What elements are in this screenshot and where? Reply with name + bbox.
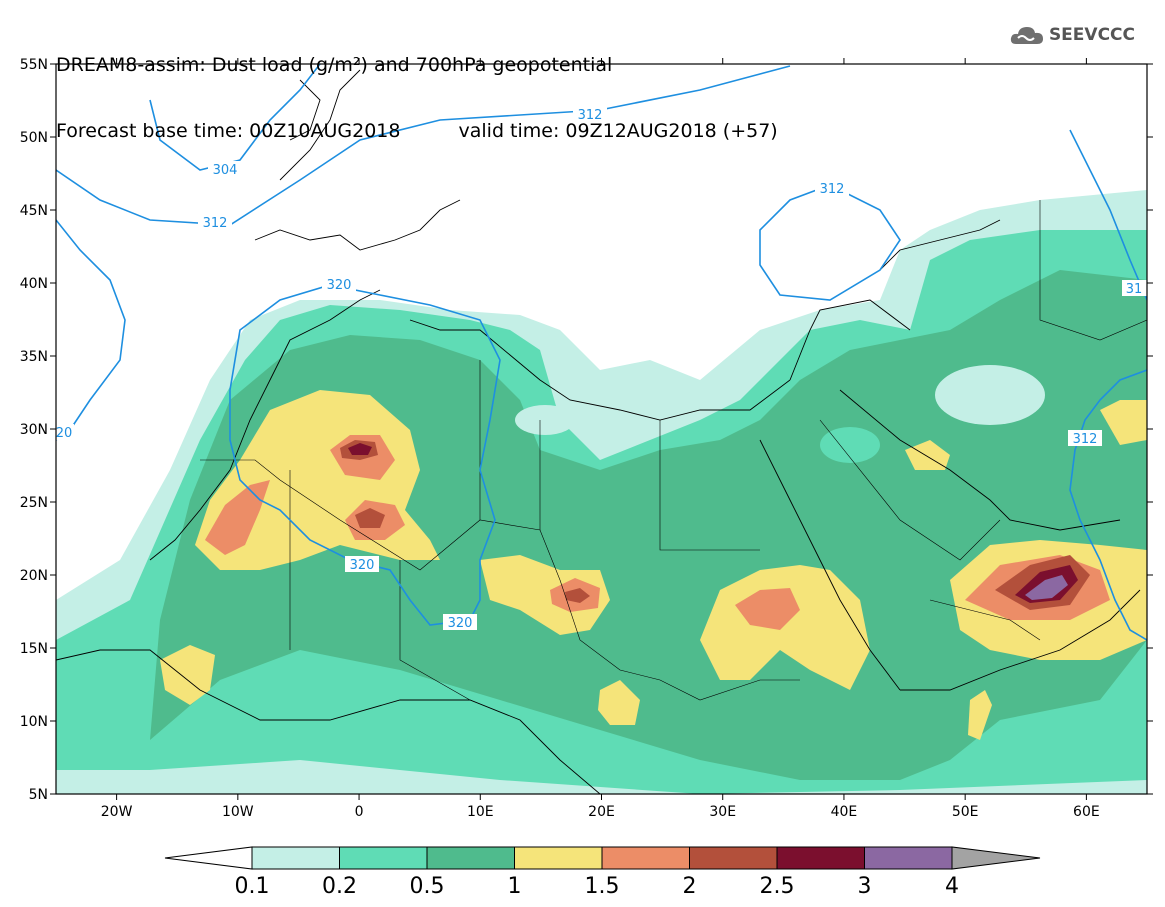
- colorbar-bin: [864, 846, 953, 870]
- contour-312-arabia: [1069, 369, 1147, 641]
- dust-level-1-sudan: [700, 565, 870, 690]
- dust-level-1-senegal: [160, 645, 215, 705]
- contour-label: 320: [350, 558, 375, 573]
- colorbar-label: 0.2: [322, 874, 357, 899]
- cloud-logo-icon: [1010, 27, 1043, 44]
- logo-text: SEEVCCC: [1048, 25, 1135, 45]
- dust-hole-iran: [935, 365, 1045, 425]
- colorbar-bin: [426, 846, 515, 870]
- dust-level-3-oman: [1025, 575, 1068, 600]
- contour-label: 312: [1073, 432, 1098, 447]
- dust-level-2-chad: [565, 588, 590, 603]
- colorbar-label: 0.1: [235, 874, 270, 899]
- dust-level-1-horn: [968, 690, 992, 740]
- dust-level-2-algeria-south: [355, 508, 385, 528]
- dust-level-1-central-africa: [598, 680, 640, 725]
- lon-tick-label: 20E: [588, 804, 615, 820]
- dust-level-1-gulf: [905, 440, 950, 470]
- lon-tick-label: 10E: [467, 804, 494, 820]
- contour-label: 312: [203, 216, 228, 231]
- lat-tick-label: 25N: [20, 495, 48, 511]
- dust-level-1-chad: [480, 555, 610, 635]
- contour-label: 304: [213, 163, 238, 178]
- seevccc-logo: SEEVCCC: [1010, 24, 1135, 46]
- contour-312-northeast: [1069, 129, 1147, 301]
- contour-labels: 304 312 312 312 320 320 320 312 20 31: [56, 106, 1147, 631]
- title-line1: DREAM8-assim: Dust load (g/m²) and 700hP…: [56, 54, 613, 76]
- lat-tick-label: 55N: [20, 57, 48, 73]
- country-borders: [200, 200, 1147, 701]
- contour-320: [229, 284, 501, 626]
- contour-label: 31: [1126, 282, 1143, 297]
- longitude-axis: 20W 10W 0 10E 20E 30E 40E 50E 60E: [101, 58, 1100, 820]
- colorbar-label: 4: [945, 874, 959, 899]
- dust-level-0.5: [150, 270, 1147, 780]
- dust-level-1-iran-east: [1100, 400, 1147, 445]
- contour-312-west: [56, 65, 791, 226]
- lat-tick-label: 30N: [20, 422, 48, 438]
- dust-level-1.5-morocco: [205, 480, 270, 555]
- colorbar-label: 2.5: [760, 874, 795, 899]
- coastlines: [56, 69, 1141, 794]
- lon-tick-label: 10W: [222, 804, 254, 820]
- contour-312-east: [759, 184, 901, 301]
- colorbar-bin: [251, 846, 340, 870]
- latitude-axis: 55N 50N 45N 40N 35N 30N 25N 20N 15N 10N 5N: [20, 57, 1153, 803]
- lat-tick-label: 5N: [29, 787, 48, 803]
- lat-tick-label: 15N: [20, 641, 48, 657]
- colorbar-bin: [339, 846, 428, 870]
- lon-tick-label: 60E: [1073, 804, 1100, 820]
- lat-tick-label: 50N: [20, 130, 48, 146]
- valid-time: valid time: 09Z12AUG2018 (+57): [458, 120, 778, 142]
- lat-tick-label: 45N: [20, 203, 48, 219]
- colorbar-bin: [689, 846, 778, 870]
- lon-tick-label: 0: [355, 804, 364, 820]
- contour-label: 320: [327, 278, 352, 293]
- lat-tick-label: 35N: [20, 349, 48, 365]
- map-title: DREAM8-assim: Dust load (g/m²) and 700hP…: [56, 10, 778, 164]
- colorbar-bin: [776, 846, 865, 870]
- colorbar-label: 2: [683, 874, 697, 899]
- lat-tick-label: 40N: [20, 276, 48, 292]
- lon-tick-label: 50E: [952, 804, 979, 820]
- dust-level-2.5-algeria: [348, 443, 372, 455]
- colorbar-bin: [514, 846, 603, 870]
- dust-field: 304 312 312 312 320 320 320 312 20 31: [56, 64, 1147, 794]
- colorbar: 0.1 0.2 0.5 1 1.5 2 2.5 3 4: [164, 846, 1041, 899]
- lat-tick-label: 10N: [20, 714, 48, 730]
- colorbar-label: 1.5: [585, 874, 620, 899]
- dust-hole-arabia: [820, 427, 880, 463]
- lon-tick-label: 30E: [709, 804, 736, 820]
- lon-tick-label: 40E: [831, 804, 858, 820]
- colorbar-bin: [601, 846, 690, 870]
- colorbar-label: 0.5: [410, 874, 445, 899]
- title-line2: Forecast base time: 00Z10AUG2018 valid t…: [56, 120, 778, 142]
- dust-level-1.5-sudan: [735, 588, 800, 630]
- colorbar-right-arrow: [951, 846, 1041, 870]
- contour-304: [149, 64, 321, 171]
- colorbar-label: 1: [508, 874, 522, 899]
- contour-label: 20: [56, 426, 73, 441]
- lat-tick-label: 20N: [20, 568, 48, 584]
- dust-hole-libya: [515, 405, 575, 435]
- contour-label: 312: [820, 182, 845, 197]
- colorbar-label: 3: [858, 874, 872, 899]
- colorbar-left-arrow: [164, 846, 253, 870]
- lon-tick-label: 20W: [101, 804, 133, 820]
- contour-label: 320: [448, 616, 473, 631]
- base-time: Forecast base time: 00Z10AUG2018: [56, 120, 401, 142]
- contour-label: 312: [578, 108, 603, 123]
